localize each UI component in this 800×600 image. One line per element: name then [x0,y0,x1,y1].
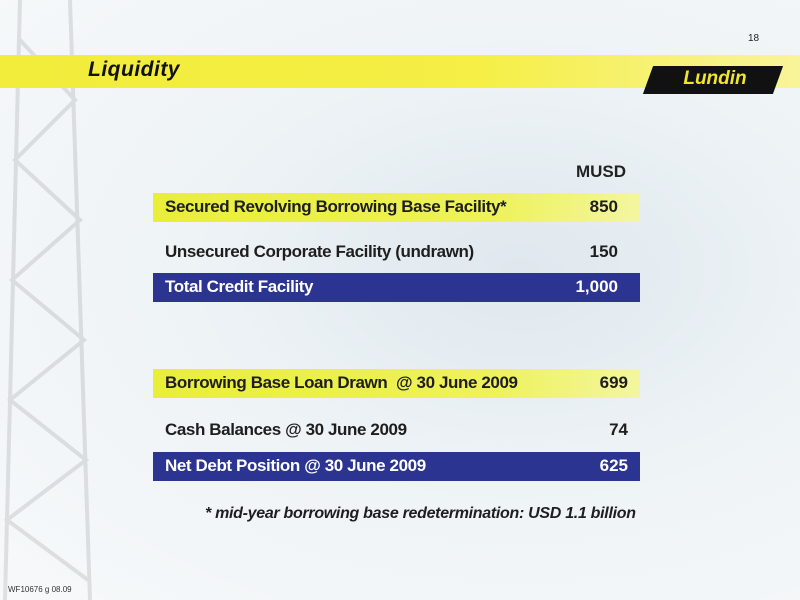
row-value: 74 [609,420,628,439]
footnote: * mid-year borrowing base redeterminatio… [205,505,636,522]
table-row: Cash Balances @ 30 June 2009 74 [153,416,640,445]
table-row: Borrowing Base Loan Drawn @ 30 June 2009… [153,369,640,398]
row-value: 1,000 [575,277,618,296]
row-value: 150 [589,242,618,261]
logo-text: Lundin [683,68,747,89]
row-value: 625 [599,456,628,475]
row-label: Borrowing Base Loan Drawn @ 30 June 2009 [165,373,518,392]
table-row: Unsecured Corporate Facility (undrawn) 1… [153,238,640,267]
row-label: Unsecured Corporate Facility (undrawn) [165,242,474,261]
page-number: 18 [748,33,760,44]
row-label: Cash Balances @ 30 June 2009 [165,420,407,439]
row-label: Net Debt Position @ 30 June 2009 [165,456,426,475]
table-row: Secured Revolving Borrowing Base Facilit… [153,193,640,222]
row-value: 699 [599,373,628,392]
table-row: Net Debt Position @ 30 June 2009 625 [153,452,640,481]
unit-header: MUSD [575,162,626,181]
row-label: Secured Revolving Borrowing Base Facilit… [165,197,507,216]
slide-title: Liquidity [88,58,180,81]
row-value: 850 [589,197,618,216]
table-row: Total Credit Facility 1,000 [153,273,640,302]
document-code: WF10676 g 08.09 [8,585,72,594]
background-tower [3,0,92,600]
row-label: Total Credit Facility [165,277,314,296]
